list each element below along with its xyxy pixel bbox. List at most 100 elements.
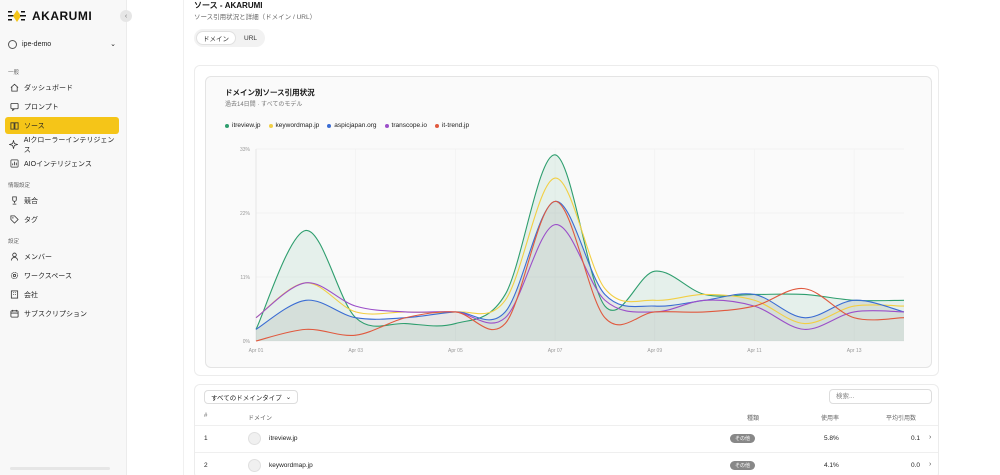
page-subtitle: ソース引用状況と詳細（ドメイン / URL） xyxy=(194,14,317,21)
chart-title: ドメイン別ソース引用状況 xyxy=(225,88,315,97)
x-tick-label: Apr 07 xyxy=(548,348,563,354)
chart-card: ドメイン別ソース引用状況 過去14日間 · すべてのモデル itreview.j… xyxy=(205,76,932,368)
sidebar-item-workspace[interactable]: ワークスペース xyxy=(5,267,119,284)
trophy-icon xyxy=(9,196,19,206)
chart-subtitle: 過去14日間 · すべてのモデル xyxy=(225,102,303,108)
chevron-down-icon: ⌄ xyxy=(285,394,292,401)
domain-type-filter[interactable]: すべてのドメインタイプ ⌄ xyxy=(204,390,299,404)
collapse-sidebar-button[interactable]: ‹ xyxy=(120,10,132,22)
legend-label: keywordmap.jp xyxy=(275,122,320,129)
legend-marker xyxy=(434,123,439,128)
series-line xyxy=(255,177,905,325)
app-logo[interactable]: AKARUMI xyxy=(8,8,92,24)
home-icon xyxy=(9,83,19,93)
legend-label: itreview.jp xyxy=(232,122,261,129)
sidebar-item-sources[interactable]: ソース xyxy=(5,117,119,134)
sidebar-item-dashboard[interactable]: ダッシュボード xyxy=(5,79,119,96)
y-tick-label: 33% xyxy=(240,147,251,153)
sidebar-item-prompts[interactable]: プロンプト xyxy=(5,98,119,115)
column-header-domain[interactable]: ドメイン xyxy=(248,416,273,422)
legend-marker xyxy=(327,123,332,128)
sidebar-item-aio[interactable]: AIOインテリジェンス xyxy=(5,155,119,172)
y-tick-label: 22% xyxy=(240,211,251,217)
row-domain[interactable]: itreview.jp xyxy=(269,435,298,442)
sidebar-item-label: メンバー xyxy=(24,253,52,261)
sidebar-item-label: プロンプト xyxy=(24,103,59,111)
workspace-name: ipe-demo xyxy=(22,40,52,48)
legend-label: it-trend.jp xyxy=(441,122,470,129)
logo-mark-icon xyxy=(8,9,26,23)
chevron-down-icon: ⌄ xyxy=(110,41,116,48)
chart-section: ドメイン別ソース引用状況 過去14日間 · すべてのモデル itreview.j… xyxy=(194,65,939,376)
view-tabs: ドメイン URL xyxy=(194,29,266,47)
x-tick-label: Apr 13 xyxy=(847,348,862,354)
x-tick-label: Apr 05 xyxy=(448,348,463,354)
sidebar-item-label: 会社 xyxy=(24,291,38,299)
sidebar-item-label: AIOインテリジェンス xyxy=(24,160,92,168)
x-tick-label: Apr 01 xyxy=(249,348,264,354)
workspace-selector[interactable]: ipe-demo ⌄ xyxy=(8,37,116,51)
legend-item[interactable]: keywordmap.jp xyxy=(268,122,320,129)
legend-item[interactable]: transcope.io xyxy=(384,122,427,129)
x-tick-label: Apr 11 xyxy=(747,348,762,354)
column-header-index: # xyxy=(204,413,208,419)
sidebar-item-members[interactable]: メンバー xyxy=(5,248,119,265)
main-content: ソース - AKARUMI ソース引用状況と詳細（ドメイン / URL） ドメイ… xyxy=(183,0,945,475)
sidebar-item-label: タグ xyxy=(24,216,38,224)
row-avg-citations: 0.0 xyxy=(911,462,921,469)
chevron-right-icon[interactable]: › xyxy=(929,461,932,468)
search-input[interactable] xyxy=(829,389,932,404)
sidebar-item-label: ダッシュボード xyxy=(24,84,73,92)
legend-item[interactable]: itreview.jp xyxy=(225,122,261,129)
chat-icon xyxy=(9,102,19,112)
sidebar-item-company[interactable]: 会社 xyxy=(5,286,119,303)
sidebar-item-label: ソース xyxy=(24,122,45,130)
sidebar-item-tags[interactable]: タグ xyxy=(5,211,119,228)
column-header-usage[interactable]: 使用率 xyxy=(821,416,840,422)
series-line xyxy=(255,224,905,330)
logo-text: AKARUMI xyxy=(32,9,93,23)
column-header-avg-citations[interactable]: 平均引用数 xyxy=(886,416,917,422)
tab-url[interactable]: URL xyxy=(244,34,258,42)
row-usage: 4.1% xyxy=(824,462,839,469)
nav-section-reading: 情報設定 xyxy=(8,183,31,189)
legend-item[interactable]: aspicjapan.org xyxy=(327,122,377,129)
sidebar-scrollbar[interactable] xyxy=(10,467,110,470)
tab-domain[interactable]: ドメイン xyxy=(196,31,236,45)
favicon-icon xyxy=(248,432,261,445)
line-chart: 0% 11% 22% 33% Apr 01 Apr 03 Apr 05 Apr 07 Apr 0… xyxy=(240,147,905,354)
chevron-right-icon[interactable]: › xyxy=(929,434,932,441)
y-tick-label: 11% xyxy=(240,275,250,281)
chart-legend: itreview.jp keywordmap.jp aspicjapan.org tr… xyxy=(225,122,469,129)
nav-section-settings: 設定 xyxy=(8,239,20,245)
sidebar-item-competitors[interactable]: 競合 xyxy=(5,192,119,209)
row-domain[interactable]: keywordmap.jp xyxy=(269,462,313,469)
row-usage: 5.8% xyxy=(824,435,839,442)
calendar-icon xyxy=(9,309,19,319)
sidebar-item-subscription[interactable]: サブスクリプション xyxy=(5,305,119,322)
legend-item[interactable]: it-trend.jp xyxy=(434,122,470,129)
y-tick-label: 0% xyxy=(243,339,251,345)
sidebar-item-label: AIクローラーインテリジェンス xyxy=(23,136,115,154)
type-badge: その他 xyxy=(730,434,756,443)
series-area xyxy=(256,154,904,341)
row-index: 2 xyxy=(204,462,208,469)
legend-label: aspicjapan.org xyxy=(334,122,377,129)
gear-icon xyxy=(9,271,19,281)
sidebar-item-label: 競合 xyxy=(24,197,38,205)
x-tick-label: Apr 03 xyxy=(348,348,363,354)
series-line xyxy=(255,200,905,342)
book-icon xyxy=(9,121,19,131)
legend-label: transcope.io xyxy=(391,122,427,129)
legend-marker xyxy=(384,123,389,128)
user-circle-icon xyxy=(8,39,17,49)
chevron-left-icon: ‹ xyxy=(124,12,128,20)
row-avg-citations: 0.1 xyxy=(911,435,921,442)
table-row[interactable]: 2 keywordmap.jp その他 4.1% 0.0 › xyxy=(195,452,938,475)
table-row[interactable]: 1 itreview.jp その他 5.8% 0.1 › xyxy=(195,425,938,451)
filter-label: すべてのドメインタイプ xyxy=(211,395,282,402)
column-header-type[interactable]: 種類 xyxy=(747,416,760,422)
sidebar-item-ai-crawler[interactable]: AIクローラーインテリジェンス xyxy=(5,136,119,154)
building-icon xyxy=(9,290,19,300)
row-index: 1 xyxy=(204,435,208,442)
